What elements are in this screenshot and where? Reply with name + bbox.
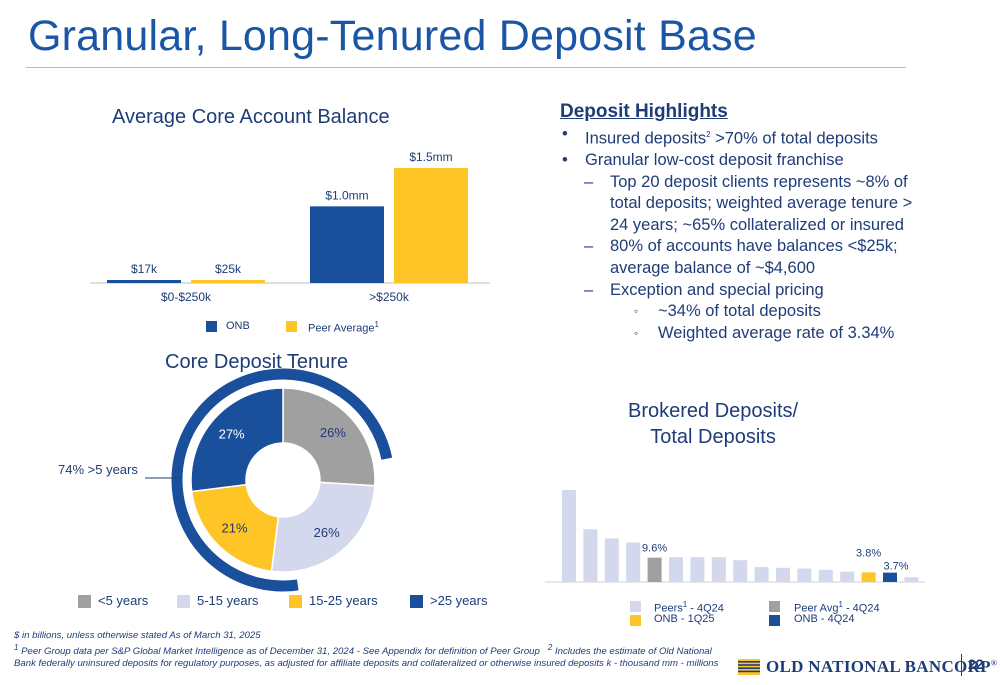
- tenure-callout: 74% >5 years: [58, 462, 138, 477]
- balance-category-label: >$250k: [369, 290, 410, 304]
- highlight-accounts-cont: average balance of ~$4,600: [610, 259, 816, 278]
- tenure-legend-swatch: [289, 595, 302, 608]
- tenure-legend-swatch: [410, 595, 423, 608]
- tenure-slice-label: 26%: [314, 525, 340, 540]
- avg-balance-title: Average Core Account Balance: [112, 106, 390, 128]
- dash-marker: –: [584, 280, 594, 299]
- brokered-bar: [583, 529, 598, 582]
- tenure-slice: [282, 387, 376, 487]
- brokered-data-label: 3.7%: [883, 561, 908, 573]
- page-number: 22: [968, 656, 984, 672]
- balance-category-label: $0-$250k: [161, 290, 212, 304]
- tenure-legend-label: >25 years: [430, 593, 488, 608]
- brokered-bar: [669, 557, 683, 582]
- legend-peer-swatch: [286, 321, 297, 332]
- brokered-bar: [904, 577, 919, 582]
- tenure-slice-label: 21%: [222, 520, 248, 535]
- brokered-bar: [647, 557, 662, 582]
- logo-mark-icon: [738, 659, 760, 675]
- balance-bar: [191, 280, 265, 283]
- balance-data-label: $1.5mm: [409, 150, 452, 164]
- tenure-legend-label: 5-15 years: [197, 593, 259, 608]
- footnote-units: $ in billions, unless otherwise stated A…: [14, 630, 261, 641]
- tenure-slice-label: 26%: [320, 425, 346, 440]
- brokered-bar: [711, 557, 726, 582]
- brokered-data-label: 9.6%: [642, 543, 667, 555]
- tenure-legend-swatch: [177, 595, 190, 608]
- highlights-heading: Deposit Highlights: [560, 101, 728, 122]
- legend-onb-swatch: [206, 321, 217, 332]
- balance-data-label: $17k: [131, 262, 158, 276]
- bullet-marker: •: [562, 151, 568, 170]
- circle-marker: ◦: [634, 304, 639, 319]
- brokered-bar: [754, 567, 769, 582]
- dash-marker: –: [584, 237, 594, 256]
- logo-text: OLD NATIONAL BANCORP®: [766, 657, 998, 676]
- brokered-bar: [604, 538, 619, 582]
- legend-onb-1q25-label: ONB - 1Q25: [654, 613, 715, 625]
- balance-bar: [310, 206, 384, 283]
- tenure-legend-label: <5 years: [98, 593, 149, 608]
- tenure-slice-label: 27%: [219, 427, 245, 442]
- brokered-bar: [797, 568, 812, 582]
- legend-onb-1q25-swatch: [630, 615, 641, 626]
- brokered-bar: [818, 569, 833, 582]
- brokered-bar: [626, 542, 641, 582]
- dash-marker: –: [584, 172, 594, 191]
- highlight-exception: – Exception and special pricing: [560, 280, 1000, 302]
- brokered-bar: [883, 572, 897, 582]
- circle-marker: ◦: [634, 325, 639, 340]
- legend-onb-label: ONB: [226, 320, 250, 332]
- legend-onb-4q24-label: ONB - 4Q24: [794, 613, 855, 625]
- tenure-legend-swatch: [78, 595, 91, 608]
- brokered-bar: [776, 567, 790, 582]
- legend-onb-4q24-swatch: [769, 615, 780, 626]
- brokered-title: Brokered Deposits/ Total Deposits: [628, 400, 799, 448]
- balance-data-label: $1.0mm: [325, 188, 368, 202]
- legend-peers-label: Peers1 - 4Q24: [654, 600, 724, 615]
- balance-data-label: $25k: [215, 262, 242, 276]
- legend-peer-label: Peer Average1: [308, 320, 379, 335]
- legend-peers-swatch: [630, 601, 641, 612]
- balance-bar: [107, 280, 181, 283]
- tenure-title: Core Deposit Tenure: [165, 351, 349, 373]
- highlight-accounts: –80% of accounts have balances <$25k;: [560, 236, 1000, 258]
- page-number-divider: [961, 654, 962, 676]
- brokered-bar: [562, 490, 576, 582]
- brokered-bar: [690, 557, 705, 582]
- tenure-slice: [270, 481, 376, 573]
- tenure-slice: [190, 483, 280, 573]
- highlight-share: ◦ ~34% of total deposits: [560, 301, 1000, 323]
- brokered-data-label: 3.8%: [856, 547, 881, 559]
- brokered-bar: [840, 571, 855, 582]
- brokered-bar: [733, 560, 748, 582]
- tenure-callout-ring: [171, 368, 393, 592]
- balance-bar: [394, 168, 468, 283]
- highlight-granular: • Granular low-cost deposit franchise: [560, 150, 1000, 172]
- highlight-insured: • Insured deposits2 >70% of total deposit…: [562, 125, 878, 148]
- highlight-rate: ◦ Weighted average rate of 3.34%: [560, 323, 1000, 345]
- company-logo: OLD NATIONAL BANCORP®: [738, 657, 997, 677]
- tenure-legend-label: 15-25 years: [309, 593, 378, 608]
- tenure-slice: [190, 387, 284, 493]
- title-divider: [26, 67, 906, 68]
- highlight-top20: – Top 20 deposit clients represents ~8% o…: [560, 172, 1000, 194]
- page-title: Granular, Long-Tenured Deposit Base: [28, 12, 757, 60]
- highlight-top20-cont: 24 years; ~65% collateralized or insured: [610, 215, 904, 234]
- highlight-top20-cont: total deposits; weighted average tenure …: [610, 194, 913, 213]
- legend-peeravg-label: Peer Avg1 - 4Q24: [794, 600, 880, 615]
- footnotes: $ in billions, unless otherwise stated A…: [14, 630, 724, 670]
- highlights-list: • Insured deposits2 >70% of total deposit…: [560, 124, 1000, 344]
- brokered-bar: [861, 572, 876, 582]
- legend-peeravg-swatch: [769, 601, 780, 612]
- bullet-marker: •: [562, 125, 568, 143]
- footnote-definitions: 1 Peer Group data per S&P Global Market …: [14, 643, 719, 670]
